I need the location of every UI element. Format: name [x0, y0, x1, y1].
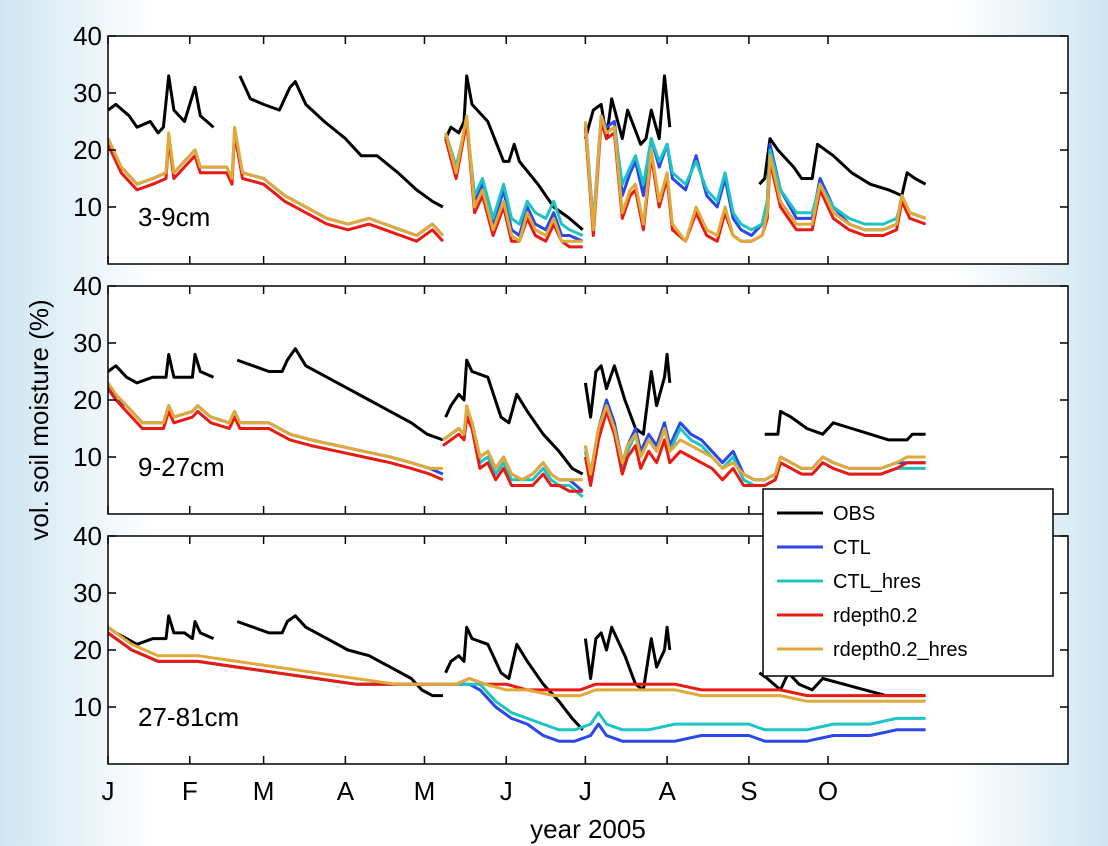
series-line-segment — [236, 614, 443, 698]
series-line-segment — [236, 347, 444, 442]
y-axis-title: vol. soil moisture (%) — [24, 299, 54, 540]
legend-entry-label: rdepth0.2_hres — [833, 639, 968, 661]
series-line-segment — [583, 409, 926, 487]
x-tick-label: J — [500, 776, 513, 806]
series-line-segment — [108, 387, 444, 482]
y-tick-label: 30 — [73, 78, 102, 108]
series-line-segment — [442, 404, 583, 482]
series-line-segment — [108, 614, 215, 646]
series-line-segment — [108, 352, 215, 385]
x-tick-label: J — [102, 776, 115, 806]
series-line-segment — [108, 74, 215, 135]
series-line-segment — [583, 120, 927, 232]
x-tick-label: S — [740, 776, 757, 806]
x-tick-label: A — [658, 776, 676, 806]
panel-depth-label: 9-27cm — [138, 452, 225, 482]
series-line-segment — [583, 352, 672, 436]
series-line-segment — [583, 404, 926, 482]
series-line-segment — [758, 137, 927, 198]
legend-entry-label: CTL — [833, 537, 871, 559]
series-line-segment — [583, 114, 927, 243]
chart-panels: 10 20 30 40 3-9cm 10 20 30 40 9-27cm 10 20 30 40 27-81… — [73, 21, 1069, 806]
series-obs — [108, 347, 926, 476]
x-tick-label: J — [579, 776, 592, 806]
y-tick-label: 30 — [73, 328, 102, 358]
series-rdepth0-2 — [108, 631, 926, 698]
series-line-segment — [444, 114, 583, 243]
series-line-segment — [764, 409, 926, 442]
x-tick-label: M — [414, 776, 436, 806]
legend: OBS CTL CTL_hres rdepth0.2 rdepth0.2_hres — [762, 488, 1054, 677]
series-rdepth0-2 — [108, 387, 926, 493]
y-tick-label: 20 — [73, 385, 102, 415]
series-line-segment — [442, 415, 583, 493]
series-line-segment — [583, 625, 672, 692]
legend-entry-label: OBS — [833, 503, 875, 525]
y-tick-label: 40 — [73, 271, 102, 301]
y-tick-label: 30 — [73, 578, 102, 608]
series-line-segment — [108, 625, 926, 703]
series-line-segment — [238, 75, 444, 209]
series-line-segment — [444, 358, 584, 476]
series-rdepth0-2-hres — [108, 625, 926, 703]
y-tick-label: 40 — [73, 21, 102, 51]
series-line-segment — [108, 631, 926, 698]
series-line-segment — [108, 382, 443, 470]
series-line-segment — [444, 74, 584, 231]
series-lines — [108, 74, 927, 249]
x-axis-title: year 2005 — [530, 814, 646, 844]
panel-2: 10 20 30 40 9-27cm — [73, 271, 1069, 515]
x-tick-label: A — [337, 776, 355, 806]
y-tick-label: 10 — [73, 192, 102, 222]
panel-depth-label: 3-9cm — [138, 202, 210, 232]
series-rdepth0-2-hres — [108, 382, 926, 482]
series-rdepth0-2-hres — [108, 114, 927, 243]
y-tick-label: 10 — [73, 442, 102, 472]
y-tick-label: 20 — [73, 635, 102, 665]
x-tick-label: O — [818, 776, 838, 806]
series-lines — [108, 347, 926, 499]
x-tick-label: F — [182, 776, 198, 806]
legend-entry-label: rdepth0.2 — [833, 605, 918, 627]
series-line-segment — [108, 125, 445, 237]
panel-depth-label: 27-81cm — [138, 702, 239, 732]
y-tick-label: 10 — [73, 692, 102, 722]
y-tick-label: 40 — [73, 521, 102, 551]
x-tick-label: M — [253, 776, 275, 806]
y-tick-label: 20 — [73, 135, 102, 165]
series-line-segment — [583, 74, 672, 146]
series-lines — [108, 614, 926, 743]
legend-entry-label: CTL_hres — [833, 571, 921, 593]
panel-1: 10 20 30 40 3-9cm — [73, 21, 1069, 265]
series-obs — [108, 74, 927, 231]
